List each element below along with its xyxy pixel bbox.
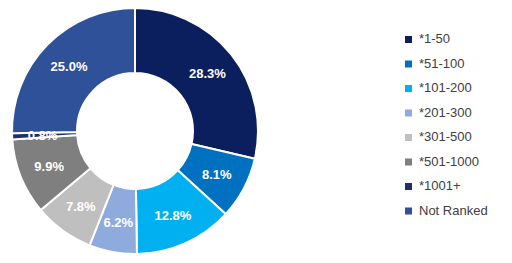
legend-swatch	[405, 208, 412, 215]
legend: *1-50 *51-100 *101-200 *201-300 *301-500 *501…	[405, 31, 488, 218]
data-label: 8.1%	[202, 167, 232, 182]
legend-swatch	[405, 183, 412, 190]
data-label: 9.9%	[34, 159, 64, 174]
legend-swatch	[405, 36, 412, 43]
legend-label: *1001+	[419, 178, 461, 193]
data-label: 28.3%	[189, 66, 226, 81]
data-label: 6.2%	[104, 215, 134, 230]
legend-label: *51-100	[419, 56, 465, 71]
legend-swatch	[405, 159, 412, 166]
data-label: 7.8%	[66, 199, 96, 214]
legend-label: *1-50	[419, 31, 450, 46]
chart: 28.3% 8.1% 12.8% 6.2% 7.8% 9.9% 0.8% 25.0% *1-50…	[0, 0, 512, 263]
legend-label: *301-500	[419, 129, 472, 144]
slices	[12, 8, 258, 254]
legend-swatch	[405, 134, 412, 141]
legend-swatch	[405, 85, 412, 92]
legend-label: *101-200	[419, 80, 472, 95]
legend-label: *201-300	[419, 105, 472, 120]
data-label: 12.8%	[154, 208, 191, 223]
data-label: 0.8%	[28, 128, 58, 143]
slice	[135, 8, 258, 159]
legend-swatch	[405, 110, 412, 117]
slice	[136, 170, 226, 254]
slice	[12, 8, 135, 133]
data-labels: 28.3% 8.1% 12.8% 6.2% 7.8% 9.9% 0.8% 25.0%	[28, 59, 232, 230]
legend-label: *501-1000	[419, 154, 479, 169]
legend-swatch	[405, 61, 412, 68]
legend-label: Not Ranked	[419, 203, 488, 218]
data-label: 25.0%	[51, 59, 88, 74]
